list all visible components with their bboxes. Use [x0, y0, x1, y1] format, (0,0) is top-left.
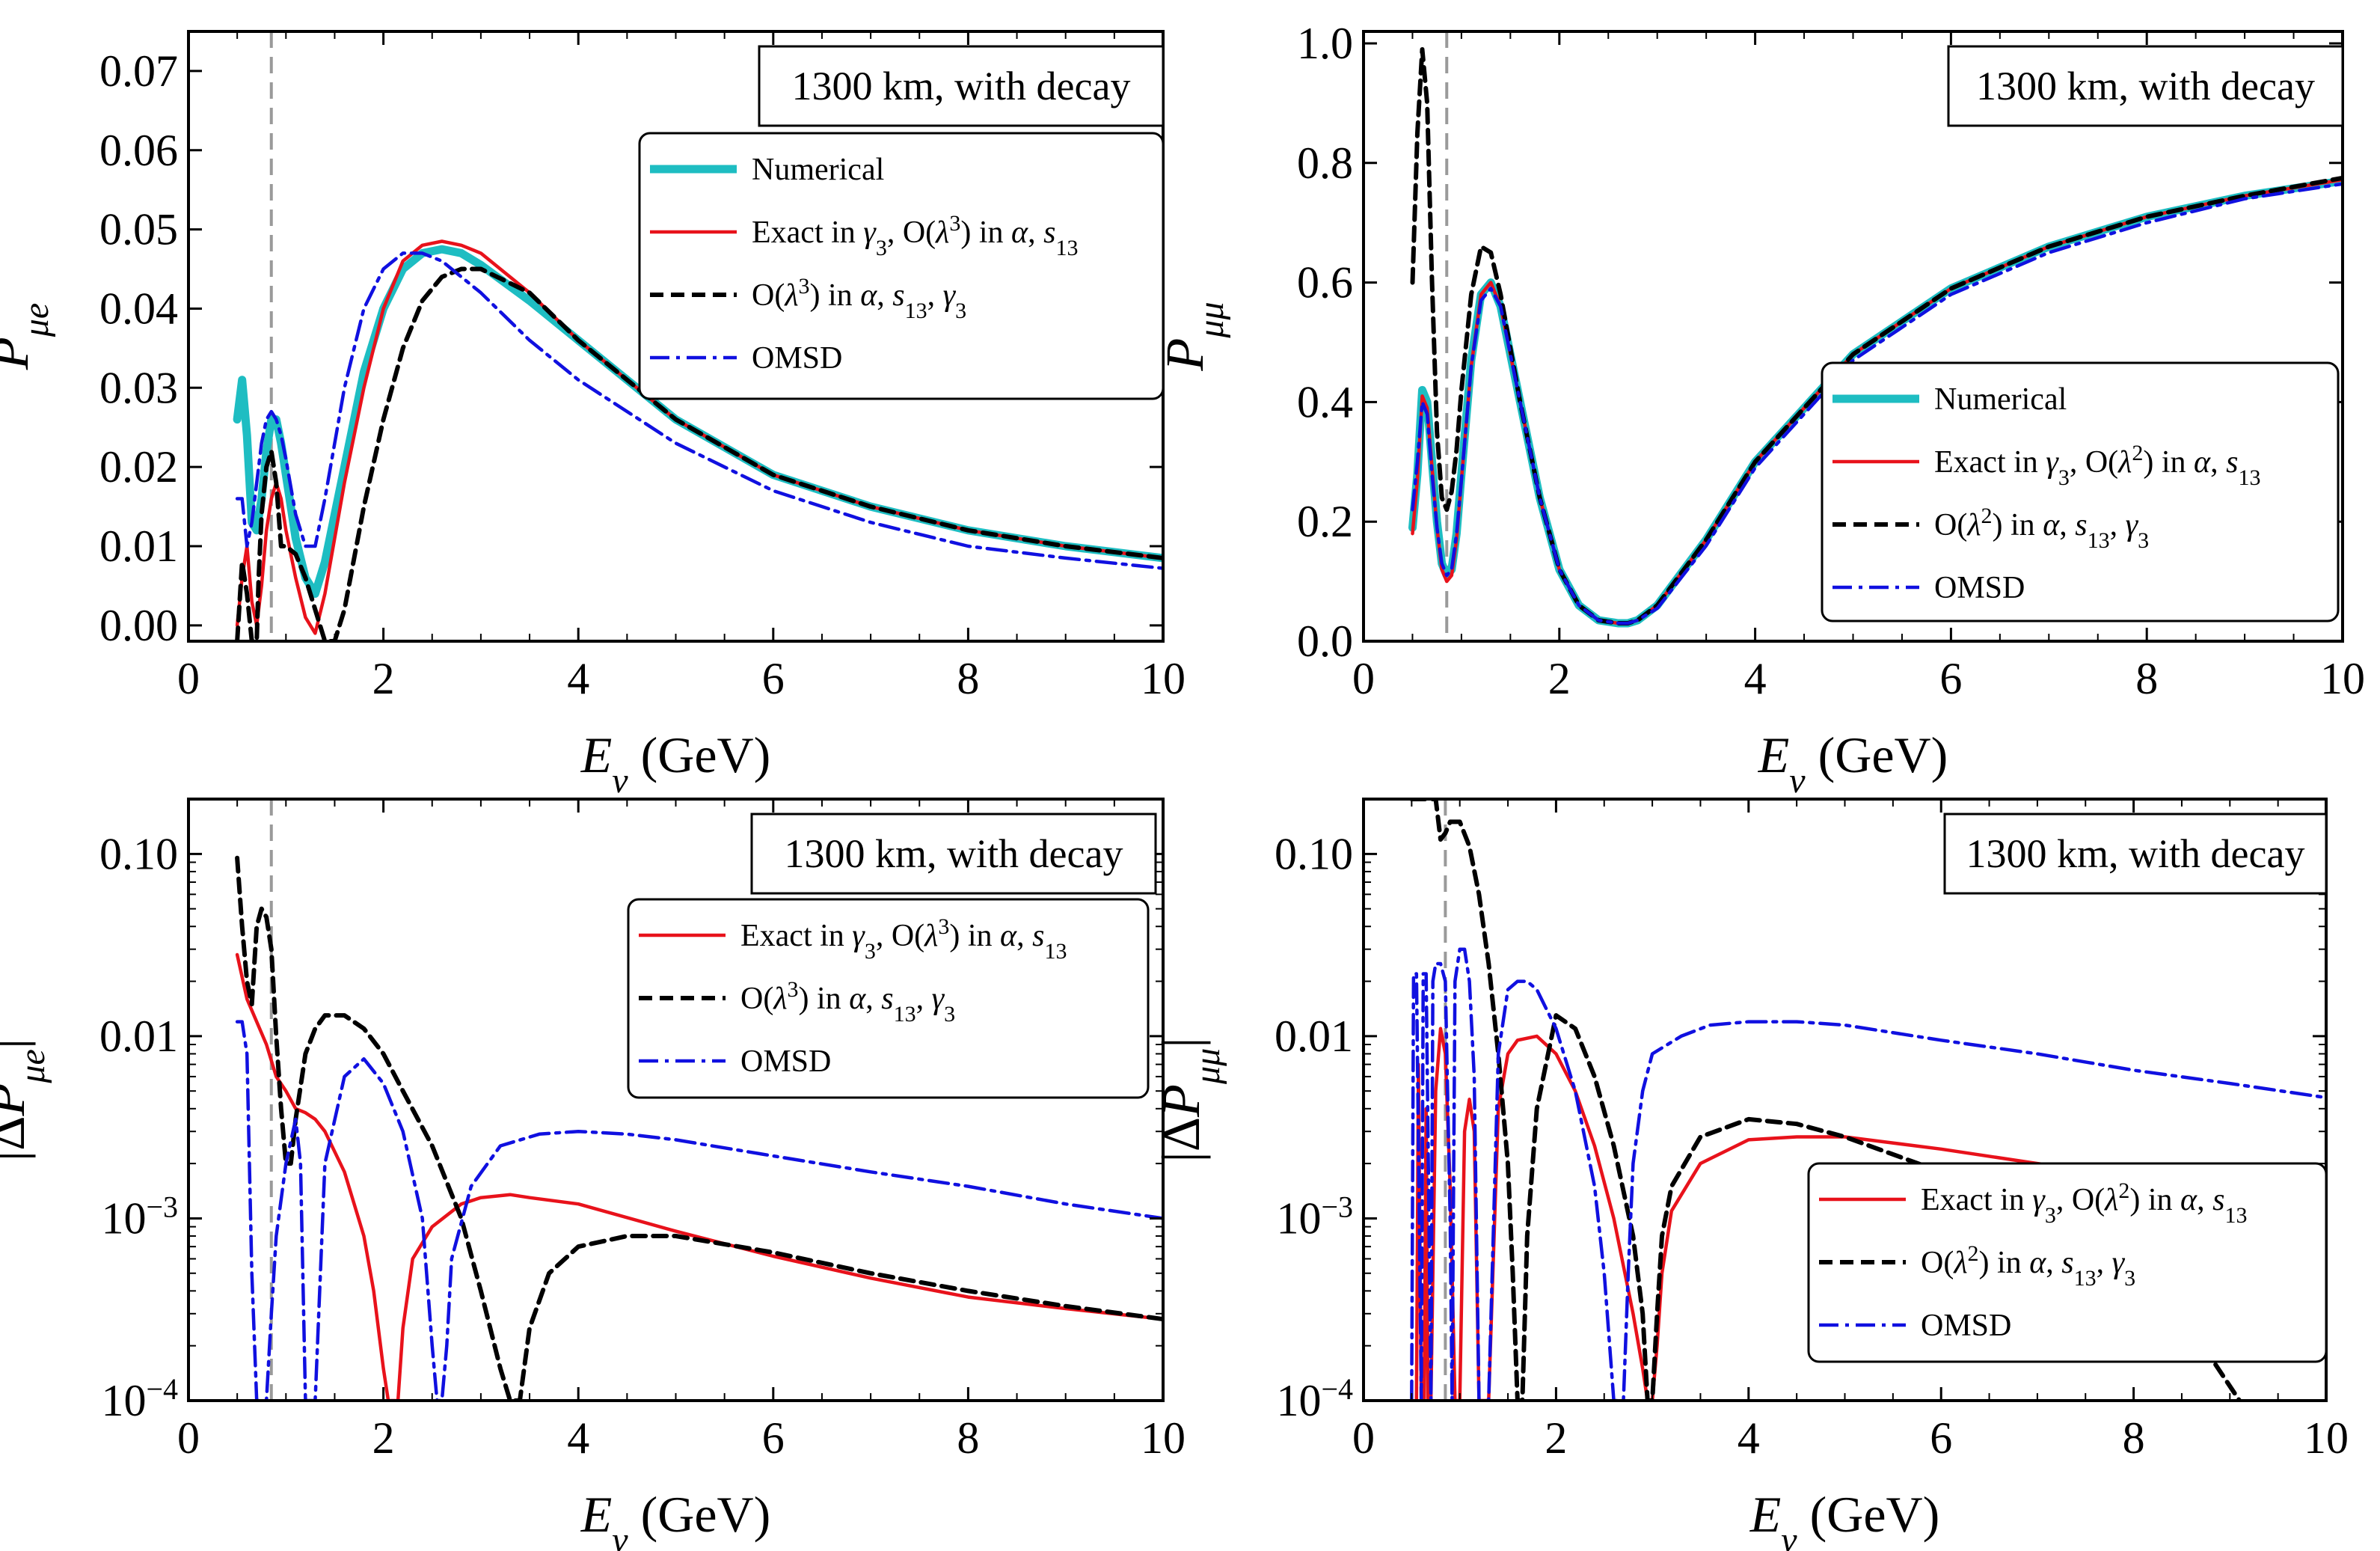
title-box-text: 1300 km, with decay	[792, 64, 1131, 108]
title-box-text: 1300 km, with decay	[785, 831, 1123, 876]
series-line-1	[1409, 799, 2242, 1401]
series-line-3	[1411, 182, 2343, 625]
title-box	[758, 45, 1165, 127]
series-line-3	[235, 251, 1163, 570]
series-line-0	[1414, 1027, 2326, 1401]
y-tick-label: 0.0	[1297, 617, 1353, 666]
title-box	[750, 813, 1157, 895]
title-box-text: 1300 km, with decay	[1976, 64, 2315, 108]
x-tick-label: 6	[1939, 654, 1962, 703]
x-axis-label: Eν (GeV)	[580, 1486, 771, 1551]
x-axis-label: Eν (GeV)	[1749, 1486, 1940, 1551]
y-tick-label: 0.01	[1275, 1012, 1353, 1061]
x-tick-label: 10	[1141, 1413, 1186, 1463]
x-tick-label: 4	[1738, 1413, 1760, 1463]
x-tick-label: 8	[2135, 654, 2158, 703]
y-tick-label: 0.6	[1297, 258, 1353, 308]
legend-box	[627, 898, 1150, 1099]
x-tick-label: 8	[2123, 1413, 2145, 1463]
y-tick-label: 10−4	[101, 1372, 178, 1426]
y-tick-label: 0.00	[99, 601, 178, 650]
y-tick-label: 0.2	[1297, 497, 1353, 546]
series-line-1	[235, 855, 1163, 1401]
y-tick-label: 0.07	[99, 46, 178, 96]
legend-box	[1821, 361, 2340, 622]
series-line-2	[1410, 947, 2326, 1401]
title-box-text: 1300 km, with decay	[1966, 831, 2305, 876]
y-tick-label: 0.01	[99, 1012, 178, 1061]
legend-box	[638, 132, 1165, 400]
title-box	[1947, 45, 2344, 127]
panel-dp-mue: 0 2 4 6 8 10 0.10 0.01 10−3 10−4 Eν (GeV) |ΔPμe| 130…	[0, 798, 1186, 1551]
legend-label: OMSD	[740, 1044, 831, 1079]
y-tick-label: 10−4	[1276, 1372, 1353, 1426]
y-tick-label: 0.10	[1275, 829, 1353, 878]
x-tick-label: 6	[762, 654, 785, 703]
x-tick-label: 4	[567, 1413, 589, 1463]
y-tick-label: 10−3	[101, 1190, 178, 1243]
x-axis-label: Eν (GeV)	[1758, 726, 1948, 801]
x-tick-label: 2	[1545, 1413, 1567, 1463]
legend-label: O(λ3) in α, s13, γ3	[740, 977, 955, 1027]
legend-label: OMSD	[1921, 1309, 2011, 1343]
legend-label: Exact in γ3, O(λ3) in α, s13	[740, 914, 1067, 964]
x-tick-label: 2	[1548, 654, 1571, 703]
y-axis-label: Pμe	[0, 303, 56, 370]
legend-label: OMSD	[752, 341, 842, 376]
y-tick-label: 0.4	[1297, 377, 1353, 426]
legend-label: O(λ3) in α, s13, γ3	[752, 274, 966, 323]
x-tick-label: 6	[762, 1413, 785, 1463]
x-tick-label: 2	[372, 654, 395, 703]
panel-p-mue: 0 2 4 6 8 10 0.00 0.01 0.02 0.03 0.04 0.05 0.06 0.07 E…	[0, 30, 1186, 801]
y-tick-label: 0.04	[99, 284, 178, 333]
legend-label: Numerical	[752, 153, 884, 187]
legend-label: O(λ2) in α, s13, γ3	[1921, 1241, 2135, 1291]
x-tick-label: 8	[957, 1413, 979, 1463]
y-tick-label: 10−3	[1276, 1190, 1353, 1243]
series-line-0	[235, 952, 1163, 1401]
legend-label: Numerical	[1934, 382, 2067, 417]
y-tick-label: 0.06	[99, 126, 178, 175]
title-box	[1943, 813, 2328, 895]
x-tick-label: 4	[1744, 654, 1767, 703]
legend-label: Exact in γ3, O(λ2) in α, s13	[1934, 441, 2260, 490]
y-tick-label: 0.8	[1297, 138, 1353, 188]
y-tick-label: 0.02	[99, 442, 178, 492]
y-tick-label: 0.10	[99, 829, 178, 878]
legend-box	[1807, 1162, 2328, 1363]
x-tick-label: 2	[372, 1413, 395, 1463]
x-tick-label: 10	[1141, 654, 1186, 703]
y-tick-label: 0.05	[99, 205, 178, 254]
legend-label: OMSD	[1934, 571, 2025, 605]
x-tick-label: 4	[567, 654, 589, 703]
x-tick-label: 0	[177, 1413, 200, 1463]
panel-dp-mumu: 0 2 4 6 8 10 0.10 0.01 10−3 10−4 Eν (GeV) |ΔPμμ| 130…	[1151, 798, 2349, 1551]
y-axis-label: |ΔPμμ|	[1151, 1037, 1227, 1162]
y-tick-label: 0.01	[99, 521, 178, 571]
x-tick-label: 10	[2320, 654, 2365, 703]
y-axis-label: Pμμ	[1155, 302, 1231, 371]
legend-label: Exact in γ3, O(λ2) in α, s13	[1921, 1178, 2247, 1228]
x-axis-label: Eν (GeV)	[580, 726, 771, 801]
y-tick-label: 1.0	[1297, 19, 1353, 68]
panel-p-mumu: 0 2 4 6 8 10 0.0 0.2 0.4 0.6 0.8 1.0 Eν (GeV) Pμμ 1300…	[1155, 19, 2365, 801]
x-tick-label: 6	[1930, 1413, 1952, 1463]
x-tick-label: 0	[177, 654, 200, 703]
y-tick-label: 0.03	[99, 363, 178, 412]
x-tick-label: 8	[957, 654, 979, 703]
x-tick-label: 0	[1352, 1413, 1375, 1463]
legend-label: Exact in γ3, O(λ3) in α, s13	[752, 211, 1078, 260]
y-axis-label: |ΔPμe|	[0, 1038, 52, 1162]
legend-label: O(λ2) in α, s13, γ3	[1934, 504, 2149, 553]
x-tick-label: 0	[1352, 654, 1375, 703]
x-tick-label: 10	[2304, 1413, 2349, 1463]
